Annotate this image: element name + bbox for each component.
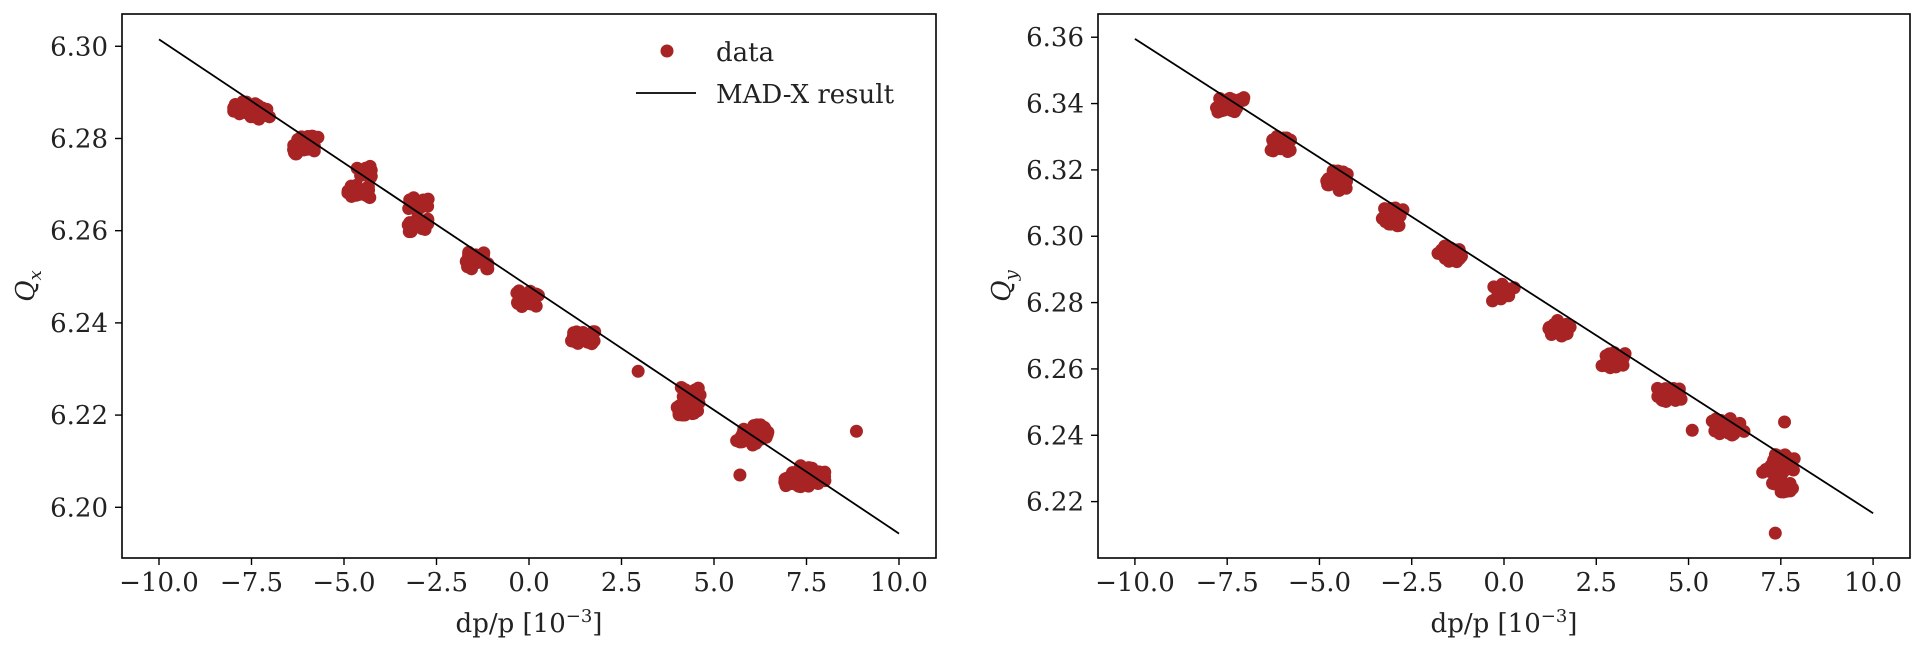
x-tick-label: 5.0 [1668,568,1709,598]
data-point [565,325,599,351]
y-axis-label: Qx [11,270,46,301]
data-point [778,466,813,494]
x-axis-label: dp/p [10−3] [456,606,603,639]
x-tick-label: −10.0 [1095,568,1175,598]
data-point [742,420,775,447]
y-tick-label: 6.36 [1026,23,1084,53]
x-tick-label: −7.5 [1196,568,1259,598]
data-point [402,191,435,216]
x-tick-label: 2.5 [601,568,642,598]
data-point [350,159,378,185]
data-point [1486,281,1516,308]
y-tick-label: 6.30 [1026,222,1084,252]
x-tick-label: 5.0 [693,568,734,598]
x-tick-label: 10.0 [870,568,928,598]
y-tick-label: 6.20 [50,493,108,523]
data-point [401,212,435,239]
data-point [227,95,255,121]
x-tick-label: −5.0 [312,568,375,598]
y-tick-label: 6.28 [50,124,108,154]
data-point [670,396,705,422]
data-point [1768,526,1782,540]
data-point [1719,416,1751,442]
y-tick-label: 6.34 [1026,90,1084,120]
legend: data MAD-X result [636,38,895,110]
data-point [1778,415,1792,429]
y-tick-label: 6.24 [50,309,108,339]
left-chart-panel: −10.0 −7.5 −5.0 −2.5 0.0 2.5 5.0 7.5 10.0 6.20 6.2… [11,13,937,639]
plot-area [1134,38,1874,540]
y-tick-label: 6.26 [1026,355,1084,385]
data-point [631,364,645,378]
x-tick-label: 2.5 [1576,568,1617,598]
x-axis-label: dp/p [10−3] [1431,606,1578,639]
data-point [1435,242,1468,269]
data-point [1544,317,1577,343]
data-point [1766,473,1799,499]
madx-result-line [158,38,900,535]
legend-marker-icon [660,44,674,58]
data-point [341,178,377,205]
data-point [1320,172,1354,197]
data-point [1378,207,1406,233]
y-tick-label: 6.26 [50,217,108,247]
y-tick-label: 6.32 [1026,156,1084,186]
data-point [1264,132,1295,159]
data-point [849,424,863,438]
data-point [1685,423,1699,437]
legend-label: data [716,38,774,68]
x-tick-label: 7.5 [786,568,827,598]
x-tick-label: 7.5 [1760,568,1801,598]
legend-label: MAD-X result [716,80,895,110]
x-tick-label: −2.5 [405,568,468,598]
data-point [510,286,544,314]
y-tick-label: 6.22 [1026,488,1084,518]
x-tick-label: 0.0 [508,568,549,598]
y-tick-label: 6.28 [1026,289,1084,319]
data-point [1595,350,1631,375]
madx-result-line [1134,38,1874,514]
y-axis-label: Qy [987,269,1022,301]
y-tick-label: 6.24 [1026,421,1084,451]
x-tick-label: −5.0 [1288,568,1351,598]
data-point [1654,382,1688,408]
right-chart-panel: −10.0 −7.5 −5.0 −2.5 0.0 2.5 5.0 7.5 10.0 6.22 6.2… [987,13,1911,639]
data-point [287,137,321,161]
data-point [733,468,747,482]
y-tick-label: 6.30 [50,32,108,62]
x-tick-label: −7.5 [220,568,283,598]
x-tick-label: 0.0 [1483,568,1524,598]
y-tick-label: 6.22 [50,401,108,431]
x-tick-label: −10.0 [119,568,199,598]
x-tick-label: −2.5 [1380,568,1443,598]
plot-area [158,38,900,535]
legend-item: MAD-X result [636,80,895,110]
x-tick-label: 10.0 [1844,568,1902,598]
legend-item: data [660,38,774,68]
